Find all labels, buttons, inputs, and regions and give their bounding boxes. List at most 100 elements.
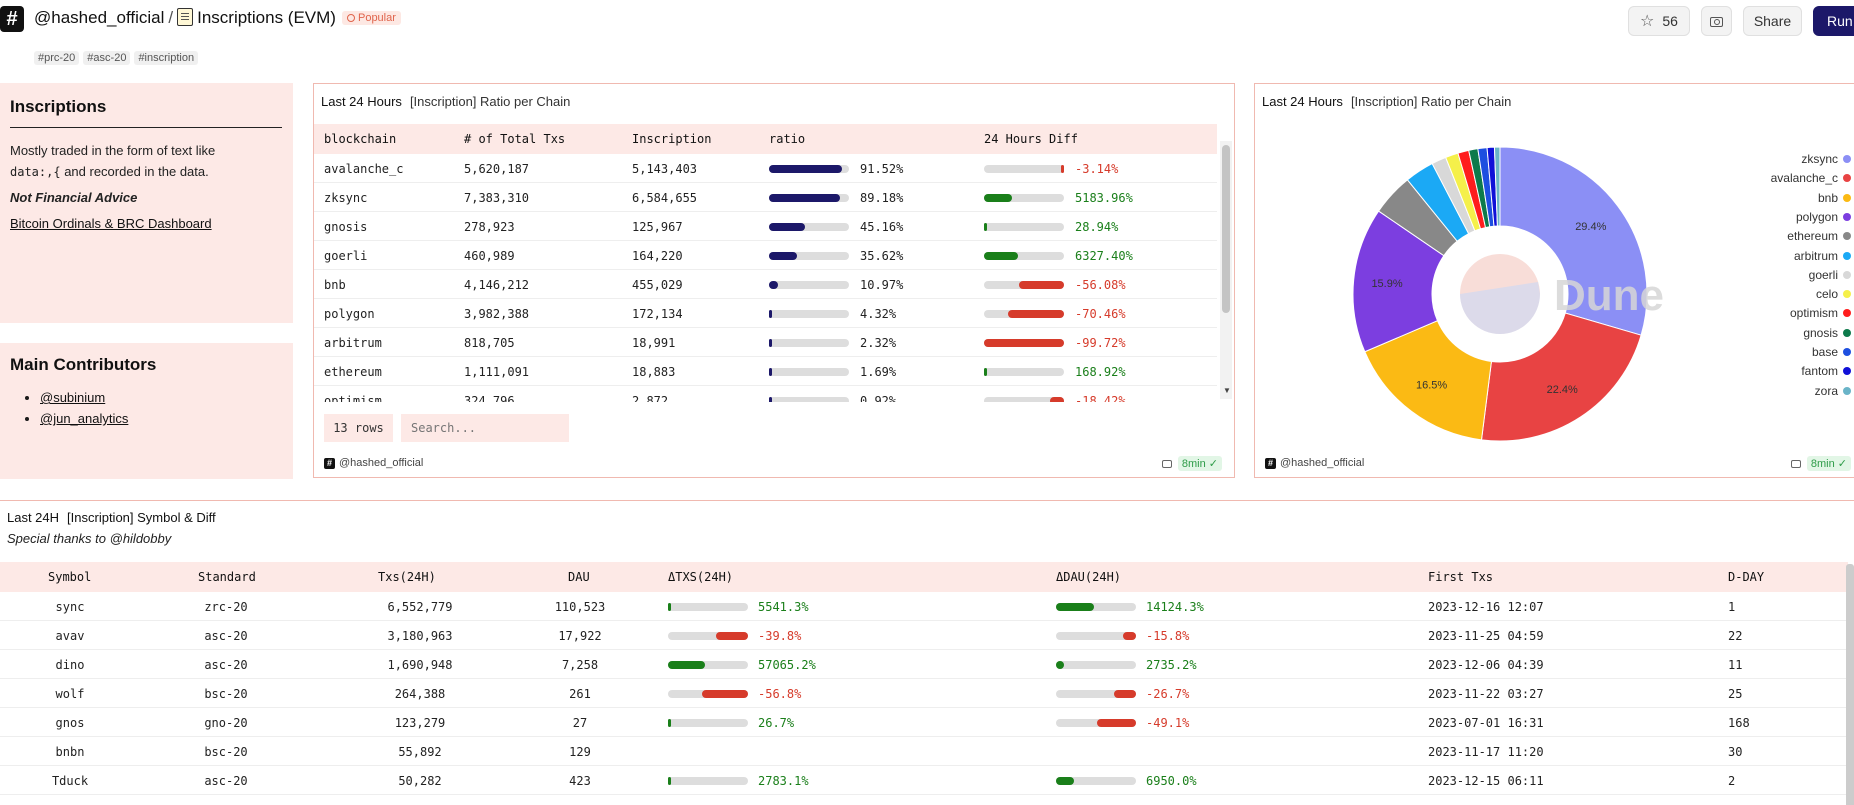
- dtxs-cell: 26.7%: [758, 716, 795, 730]
- table-row[interactable]: gnos gno-20 123,279 27 26.7% -49.1% 2023-07-01…: [0, 708, 1846, 737]
- diff-cell: 168.92%: [1075, 365, 1126, 379]
- legend-label: fantom: [1801, 364, 1838, 379]
- dune-logo-icon[interactable]: #: [0, 6, 24, 32]
- table-row[interactable]: ethereum 1,111,091 18,883 1.69% 168.92%: [314, 357, 1217, 386]
- column-header[interactable]: Symbol: [48, 570, 92, 584]
- column-header[interactable]: ΔDAU(24H): [1056, 570, 1122, 584]
- total-txs-cell: 3,982,388: [464, 307, 530, 321]
- legend-item-avalanche_c[interactable]: avalanche_c: [1771, 171, 1851, 185]
- legend-dot-icon: [1843, 386, 1851, 395]
- ratio-bar-fill: [769, 252, 798, 260]
- column-header[interactable]: blockchain: [324, 132, 397, 146]
- share-button[interactable]: Share: [1743, 6, 1802, 36]
- camera-icon[interactable]: [1790, 460, 1801, 468]
- pie-slice-polygon[interactable]: [1352, 210, 1445, 353]
- total-txs-cell: 7,383,310: [464, 191, 530, 205]
- diff-cell: 5183.96%: [1075, 191, 1133, 205]
- table-row[interactable]: bnbn bsc-20 55,892 129 2023-11-17 11:20 30: [0, 737, 1846, 766]
- tag-inscription[interactable]: #inscription: [134, 51, 199, 65]
- txs-cell: 6,552,779: [387, 600, 453, 614]
- popular-badge: Popular: [341, 11, 401, 25]
- scroll-thumb[interactable]: [1222, 145, 1230, 313]
- legend-item-bnb[interactable]: bnb: [1818, 191, 1851, 205]
- legend-item-arbitrum[interactable]: arbitrum: [1794, 249, 1851, 263]
- table-row[interactable]: dino asc-20 1,690,948 7,258 57065.2% 2735.2% 2…: [0, 650, 1846, 679]
- column-header[interactable]: First Txs: [1428, 570, 1494, 584]
- btc-dashboard-link[interactable]: Bitcoin Ordinals & BRC Dashboard: [10, 216, 212, 231]
- legend-item-ethereum[interactable]: ethereum: [1787, 229, 1851, 243]
- list-item: @jun_analytics: [40, 408, 283, 429]
- dday-cell: 25: [1728, 687, 1743, 701]
- search-input[interactable]: [401, 414, 569, 442]
- ddau-bar: [1056, 777, 1136, 785]
- table-row[interactable]: optimism 324,796 2,872 0.92% -18.42%: [314, 386, 1217, 402]
- column-header[interactable]: DAU: [568, 570, 590, 584]
- owner-link[interactable]: @hashed_official: [34, 8, 165, 27]
- table-scrollbar[interactable]: [1846, 564, 1854, 805]
- star-button[interactable]: ☆ 56: [1628, 6, 1690, 36]
- table-row[interactable]: Tduck asc-20 50,282 423 2783.1% 6950.0% 2023-1…: [0, 766, 1846, 795]
- diff-bar-fill: [1049, 397, 1064, 402]
- column-header[interactable]: Inscription: [632, 132, 712, 146]
- dtxs-bar-fill: [702, 690, 748, 698]
- widget-title: Last 24H [Inscription] Symbol & Diff: [7, 510, 216, 525]
- legend-item-celo[interactable]: celo: [1816, 287, 1851, 301]
- inscription-cell: 455,029: [632, 278, 683, 292]
- column-header[interactable]: D-DAY: [1728, 570, 1765, 584]
- table-row[interactable]: avalanche_c 5,620,187 5,143,403 91.52% -3.14…: [314, 154, 1217, 183]
- column-header[interactable]: 24 Hours Diff: [984, 132, 1078, 146]
- screenshot-button[interactable]: [1701, 6, 1732, 36]
- freshness-badge: 8min ✓: [1177, 456, 1222, 471]
- run-button[interactable]: Run: [1813, 6, 1854, 36]
- table-row[interactable]: wolf bsc-20 264,388 261 -56.8% -26.7% 2023-11-…: [0, 679, 1846, 708]
- table-scrollbar[interactable]: [1220, 141, 1232, 399]
- column-header[interactable]: Txs(24H): [378, 570, 436, 584]
- txs-cell: 3,180,963: [387, 629, 453, 643]
- ratio-bar: [769, 223, 849, 231]
- legend-item-polygon[interactable]: polygon: [1796, 210, 1851, 224]
- legend-item-goerli[interactable]: goerli: [1809, 268, 1851, 282]
- column-header[interactable]: Standard: [198, 570, 256, 584]
- dau-cell: 27: [572, 716, 588, 730]
- legend-item-fantom[interactable]: fantom: [1801, 364, 1851, 378]
- legend-label: zora: [1814, 383, 1838, 398]
- tag-prc-20[interactable]: #prc-20: [34, 51, 80, 65]
- legend-item-optimism[interactable]: optimism: [1790, 306, 1851, 320]
- widget-author[interactable]: # @hashed_official: [1265, 457, 1364, 469]
- legend-item-gnosis[interactable]: gnosis: [1803, 326, 1851, 340]
- contributor-link[interactable]: @subinium: [40, 390, 106, 405]
- widget-period: Last 24 Hours: [321, 94, 402, 109]
- inscription-cell: 18,991: [632, 336, 676, 350]
- widget-author[interactable]: # @hashed_official: [324, 457, 423, 469]
- widget-title: Last 24 Hours [Inscription] Ratio per Cha…: [321, 94, 570, 109]
- symbol-cell: bnbn: [55, 745, 85, 759]
- table-row[interactable]: polygon 3,982,388 172,134 4.32% -70.46%: [314, 299, 1217, 328]
- camera-icon[interactable]: [1161, 460, 1172, 468]
- first-txs-cell: 2023-07-01 16:31: [1428, 716, 1544, 730]
- chain-cell: polygon: [324, 307, 375, 321]
- table-row[interactable]: sync zrc-20 6,552,779 110,523 5541.3% 14124.3…: [0, 592, 1846, 621]
- scroll-down-icon[interactable]: ▼: [1223, 386, 1231, 395]
- table-row[interactable]: avav asc-20 3,180,963 17,922 -39.8% -15.8% 202…: [0, 621, 1846, 650]
- legend-item-zora[interactable]: zora: [1815, 384, 1851, 398]
- dday-cell: 11: [1728, 658, 1743, 672]
- pie-slice-avalanche_c[interactable]: [1480, 312, 1642, 442]
- tag-asc-20[interactable]: #asc-20: [83, 51, 131, 65]
- pie-slice-zksync[interactable]: [1499, 146, 1648, 336]
- legend-item-base[interactable]: base: [1812, 345, 1851, 359]
- column-header[interactable]: ratio: [769, 132, 806, 146]
- table-row[interactable]: arbitrum 818,705 18,991 2.32% -99.72%: [314, 328, 1217, 357]
- legend-item-zksync[interactable]: zksync: [1801, 152, 1851, 166]
- column-header[interactable]: # of Total Txs: [464, 132, 566, 146]
- table-row[interactable]: bnb 4,146,212 455,029 10.97% -56.08%: [314, 270, 1217, 299]
- author-label: @hashed_official: [339, 457, 424, 469]
- pie-slice-bnb[interactable]: [1364, 320, 1493, 441]
- table-row[interactable]: gnosis 278,923 125,967 45.16% 28.94%: [314, 212, 1217, 241]
- table-row[interactable]: zksync 7,383,310 6,584,655 89.18% 5183.96%: [314, 183, 1217, 212]
- table-row[interactable]: goerli 460,989 164,220 35.62% 6327.40%: [314, 241, 1217, 270]
- pie-slice-zora[interactable]: [1493, 146, 1501, 227]
- column-header[interactable]: ΔTXS(24H): [668, 570, 734, 584]
- dtxs-bar: [668, 777, 748, 785]
- diff-bar-fill: [984, 252, 1019, 260]
- contributor-link[interactable]: @jun_analytics: [40, 411, 129, 426]
